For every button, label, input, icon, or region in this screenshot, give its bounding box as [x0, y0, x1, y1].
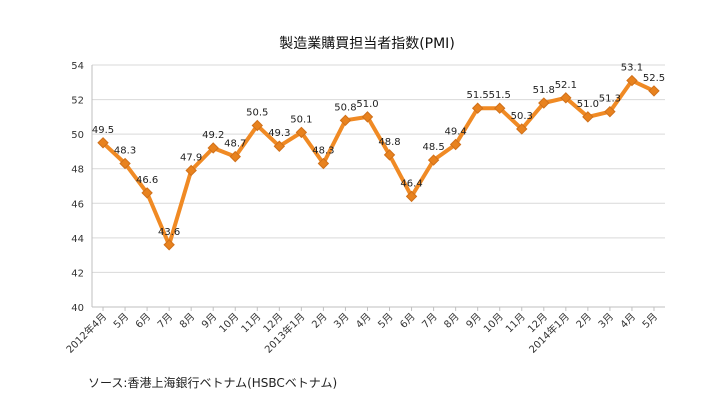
data-label: 48.8: [378, 137, 400, 148]
x-tick-label: 4月: [354, 311, 374, 331]
y-tick-labels: 40 42 44 46 48 50 52 54: [71, 61, 84, 314]
data-point-marker: [648, 85, 660, 97]
data-label: 46.4: [400, 178, 422, 189]
y-tick-label: 54: [71, 61, 84, 72]
data-label: 48.5: [422, 142, 444, 153]
y-tick-label: 40: [71, 303, 84, 314]
data-point-marker: [449, 138, 462, 151]
data-label: 50.8: [334, 102, 356, 113]
data-point-marker: [604, 105, 616, 118]
axes: [91, 65, 665, 311]
x-tick-label: 7月: [420, 311, 440, 331]
y-tick-label: 52: [71, 96, 84, 107]
data-label: 49.3: [268, 128, 290, 139]
x-tick-label: 11月: [503, 311, 528, 336]
chart-title: 製造業購買担当者指数(PMI): [279, 36, 455, 52]
x-tick-label: 7月: [155, 311, 175, 331]
x-tick-label: 8月: [177, 311, 197, 331]
data-point-marker: [141, 187, 153, 199]
x-tick-label: 9月: [199, 311, 219, 331]
data-label: 49.4: [445, 127, 467, 138]
x-tick-label: 5月: [376, 311, 396, 331]
data-label: 49.2: [202, 130, 224, 141]
data-point-marker: [317, 157, 330, 170]
data-point-marker: [361, 111, 374, 123]
x-tick-label: 8月: [442, 311, 462, 331]
x-tick-label: 2月: [309, 311, 329, 331]
data-point-marker: [383, 149, 396, 161]
y-tick-label: 48: [71, 165, 84, 176]
data-point-marker: [538, 97, 550, 109]
data-point-marker: [626, 74, 638, 87]
data-label: 49.5: [92, 125, 114, 136]
data-point-marker: [119, 157, 131, 170]
y-tick-label: 44: [71, 234, 84, 245]
data-label: 50.1: [290, 114, 312, 125]
data-point-marker: [494, 102, 506, 114]
x-tick-label: 9月: [464, 311, 484, 331]
y-tick-label: 42: [71, 268, 84, 279]
data-point-marker: [471, 102, 484, 114]
x-tick-label: 11月: [239, 311, 264, 336]
data-label: 48.3: [312, 146, 334, 157]
x-tick-label: 3月: [596, 311, 616, 331]
data-label: 48.7: [224, 139, 246, 150]
data-label: 53.1: [621, 63, 643, 74]
series-pmi: [97, 74, 660, 251]
data-point-marker: [339, 114, 352, 127]
x-tick-label: 5月: [640, 311, 660, 331]
data-label: 50.5: [246, 108, 268, 119]
x-tick-label: 3月: [331, 311, 351, 331]
data-label: 46.6: [136, 175, 158, 186]
data-label: 51.3: [599, 94, 621, 105]
data-point-marker: [516, 123, 528, 135]
x-tick-label: 4月: [618, 311, 638, 331]
x-tick-label: 10月: [481, 311, 506, 336]
data-point-marker: [163, 239, 175, 251]
data-label: 51.5: [489, 90, 511, 101]
data-point-marker: [582, 111, 594, 123]
x-tick-label: 2012年4月: [63, 310, 109, 356]
data-label: 50.3: [511, 111, 533, 122]
data-point-marker: [427, 154, 440, 166]
data-point-marker: [295, 126, 308, 139]
data-label: 52.5: [643, 73, 665, 84]
data-label: 51.8: [533, 85, 555, 96]
data-label: 51.0: [356, 99, 378, 110]
data-point-marker: [229, 150, 241, 163]
y-tick-label: 50: [71, 130, 84, 141]
y-tick-label: 46: [71, 199, 84, 210]
data-point-marker: [207, 142, 219, 154]
data-point-marker: [560, 92, 572, 104]
data-point-marker: [97, 137, 109, 149]
data-label: 51.0: [577, 99, 599, 110]
x-tick-label: 6月: [133, 311, 153, 331]
data-label: 52.1: [555, 80, 577, 91]
data-point-marker: [405, 190, 418, 203]
source-note: ソース:香港上海銀行ベトナム(HSBCベトナム): [88, 376, 338, 390]
x-tick-label: 6月: [398, 311, 418, 331]
x-tick-label: 2月: [574, 311, 594, 331]
x-tick-label: 5月: [111, 311, 131, 331]
data-label: 51.5: [467, 90, 489, 101]
data-point-marker: [185, 164, 197, 177]
data-point-marker: [251, 119, 263, 132]
data-labels: 49.548.346.643.647.949.248.750.549.350.1…: [92, 63, 665, 238]
data-label: 47.9: [180, 152, 202, 163]
data-label: 48.3: [114, 146, 136, 157]
data-label: 43.6: [158, 227, 180, 238]
x-tick-label: 10月: [217, 311, 242, 336]
data-point-marker: [273, 140, 286, 152]
